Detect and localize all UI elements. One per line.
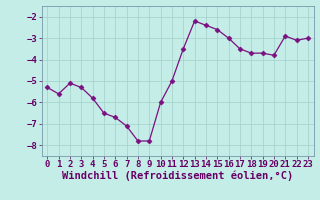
- X-axis label: Windchill (Refroidissement éolien,°C): Windchill (Refroidissement éolien,°C): [62, 171, 293, 181]
